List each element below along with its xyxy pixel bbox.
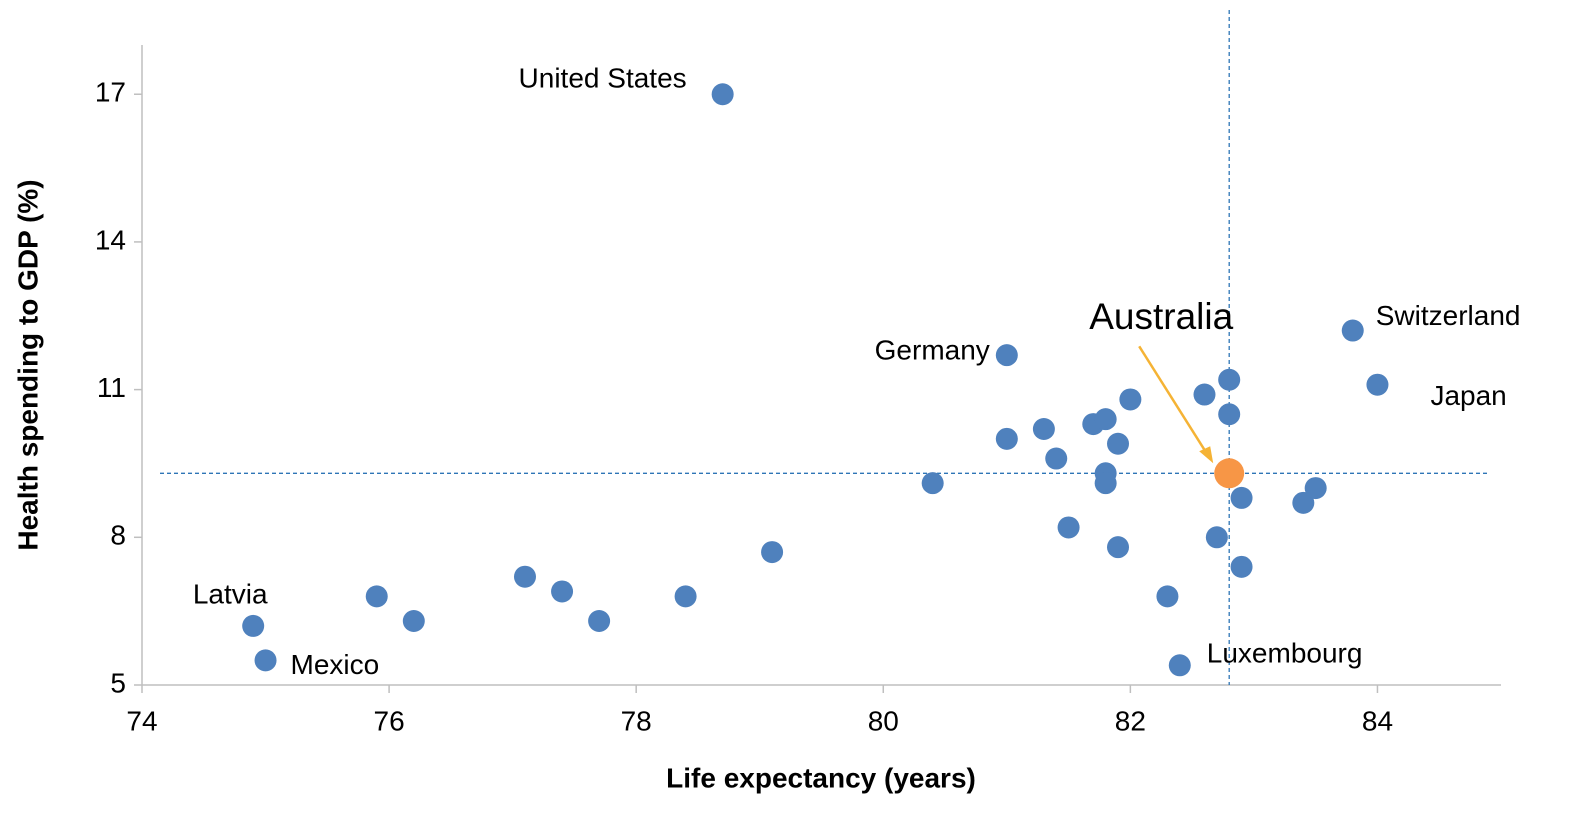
y-tick-label: 17 xyxy=(95,77,126,108)
point-label: Switzerland xyxy=(1376,300,1521,331)
data-point xyxy=(1341,319,1364,342)
data-point xyxy=(1032,418,1055,440)
data-point xyxy=(921,472,944,495)
data-point xyxy=(995,344,1018,367)
data-point xyxy=(1230,555,1253,578)
data-point xyxy=(1094,472,1117,495)
x-tick-label: 80 xyxy=(868,705,899,736)
x-tick-label: 84 xyxy=(1362,705,1393,736)
point-label: Luxembourg xyxy=(1207,638,1363,669)
annotation: Australia xyxy=(1089,296,1233,337)
data-point xyxy=(588,610,611,632)
data-point xyxy=(761,541,784,564)
data-point xyxy=(1218,403,1241,426)
data-point xyxy=(711,83,734,106)
data-point xyxy=(254,649,277,672)
data-point xyxy=(1193,383,1216,406)
x-tick-label: 82 xyxy=(1115,705,1146,736)
data-point xyxy=(1304,477,1327,500)
data-point xyxy=(1292,491,1315,514)
y-tick-label: 11 xyxy=(97,372,126,403)
data-point xyxy=(1156,585,1179,608)
data-point xyxy=(1045,447,1068,470)
data-point xyxy=(1119,388,1142,411)
x-tick-label: 74 xyxy=(126,705,157,736)
data-point xyxy=(513,565,536,588)
data-point xyxy=(1094,408,1117,431)
point-label: United States xyxy=(519,63,687,94)
x-axis-title: Life expectancy (years) xyxy=(666,762,976,793)
data-point xyxy=(1230,486,1253,509)
point-label: Japan xyxy=(1430,380,1506,411)
point-label: Mexico xyxy=(291,649,380,680)
point-label: Germany xyxy=(875,335,990,366)
data-point xyxy=(674,585,697,608)
data-point xyxy=(1057,516,1080,539)
data-point xyxy=(1168,654,1191,677)
data-point xyxy=(1366,373,1389,396)
y-tick-label: 5 xyxy=(110,667,126,698)
data-point xyxy=(551,580,574,603)
data-point xyxy=(1107,432,1130,455)
point-label: Latvia xyxy=(193,578,268,609)
data-point xyxy=(242,614,265,637)
x-tick-label: 76 xyxy=(374,705,405,736)
data-point xyxy=(995,427,1018,450)
data-point xyxy=(1107,536,1130,559)
data-point xyxy=(365,585,388,608)
data-point xyxy=(1214,458,1245,489)
data-point xyxy=(1218,368,1241,391)
x-tick-label: 78 xyxy=(621,705,652,736)
data-point xyxy=(402,610,425,632)
arrow-head xyxy=(1199,446,1214,464)
data-point xyxy=(1205,526,1228,549)
y-axis-title: Health spending to GDP (%) xyxy=(12,179,43,550)
y-tick-label: 8 xyxy=(110,520,126,551)
annotation-arrow xyxy=(1138,345,1211,458)
y-tick-label: 14 xyxy=(95,224,126,255)
